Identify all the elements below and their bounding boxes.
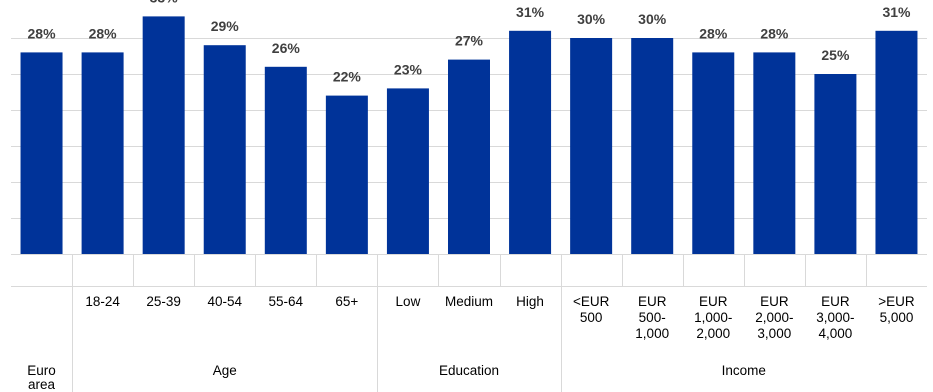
- data-label: 28%: [699, 25, 728, 41]
- value-labels: 28% 28% 33% 29% 26% 22% 23% 27% 31% 30% 30% 28% 28% 2…: [28, 0, 912, 85]
- bar: [325, 95, 368, 254]
- category-label: 55-64: [269, 294, 304, 309]
- category-label: Medium: [445, 294, 493, 309]
- category-label: Low: [396, 294, 421, 309]
- bar: [20, 52, 63, 255]
- bar: [875, 30, 918, 254]
- bar: [203, 45, 246, 255]
- category-label: EUR 3,000-4,000: [816, 294, 854, 341]
- bar: [386, 88, 429, 255]
- category-label: EUR 2,000-3,000: [755, 294, 793, 341]
- category-label: 40-54: [207, 294, 242, 309]
- bar: [692, 52, 735, 255]
- data-label: 28%: [760, 25, 789, 41]
- data-label: 31%: [516, 4, 545, 20]
- data-label: 28%: [28, 25, 57, 41]
- category-axis: 18-24 25-39 40-54 55-64 65+ Low Medium High <EUR…: [27, 254, 915, 392]
- bar: [448, 59, 490, 254]
- bar: [814, 74, 857, 254]
- data-label: 26%: [272, 40, 301, 56]
- category-label: Euro area: [27, 363, 56, 392]
- category-label: 25-39: [146, 294, 181, 309]
- category-label: >EUR 5,000: [878, 294, 915, 325]
- bar: [81, 52, 124, 255]
- category-label: EUR 1,000-2,000: [694, 294, 732, 341]
- data-label: 31%: [882, 4, 911, 20]
- data-label: 28%: [89, 25, 118, 41]
- group-label: Age: [213, 363, 237, 378]
- bar: [570, 38, 613, 254]
- category-label: 65+: [335, 294, 358, 309]
- data-label: 29%: [211, 18, 240, 34]
- bar: [142, 16, 185, 255]
- data-label: 30%: [577, 11, 606, 27]
- bar: [631, 38, 674, 254]
- data-label: 33%: [150, 0, 179, 5]
- bar: [509, 30, 552, 254]
- category-label: 18-24: [85, 294, 120, 309]
- group-label: Income: [722, 363, 766, 378]
- data-label: 22%: [333, 69, 362, 85]
- bar: [753, 52, 796, 255]
- category-label: High: [516, 294, 544, 309]
- group-label: Education: [439, 363, 499, 378]
- data-label: 27%: [455, 33, 484, 49]
- data-label: 23%: [394, 61, 423, 77]
- data-label: 25%: [821, 47, 850, 63]
- category-label: <EUR 500: [573, 294, 610, 325]
- data-label: 30%: [638, 11, 667, 27]
- category-label: EUR 500-1,000: [635, 294, 669, 341]
- bar: [264, 66, 307, 254]
- bars: [20, 16, 918, 255]
